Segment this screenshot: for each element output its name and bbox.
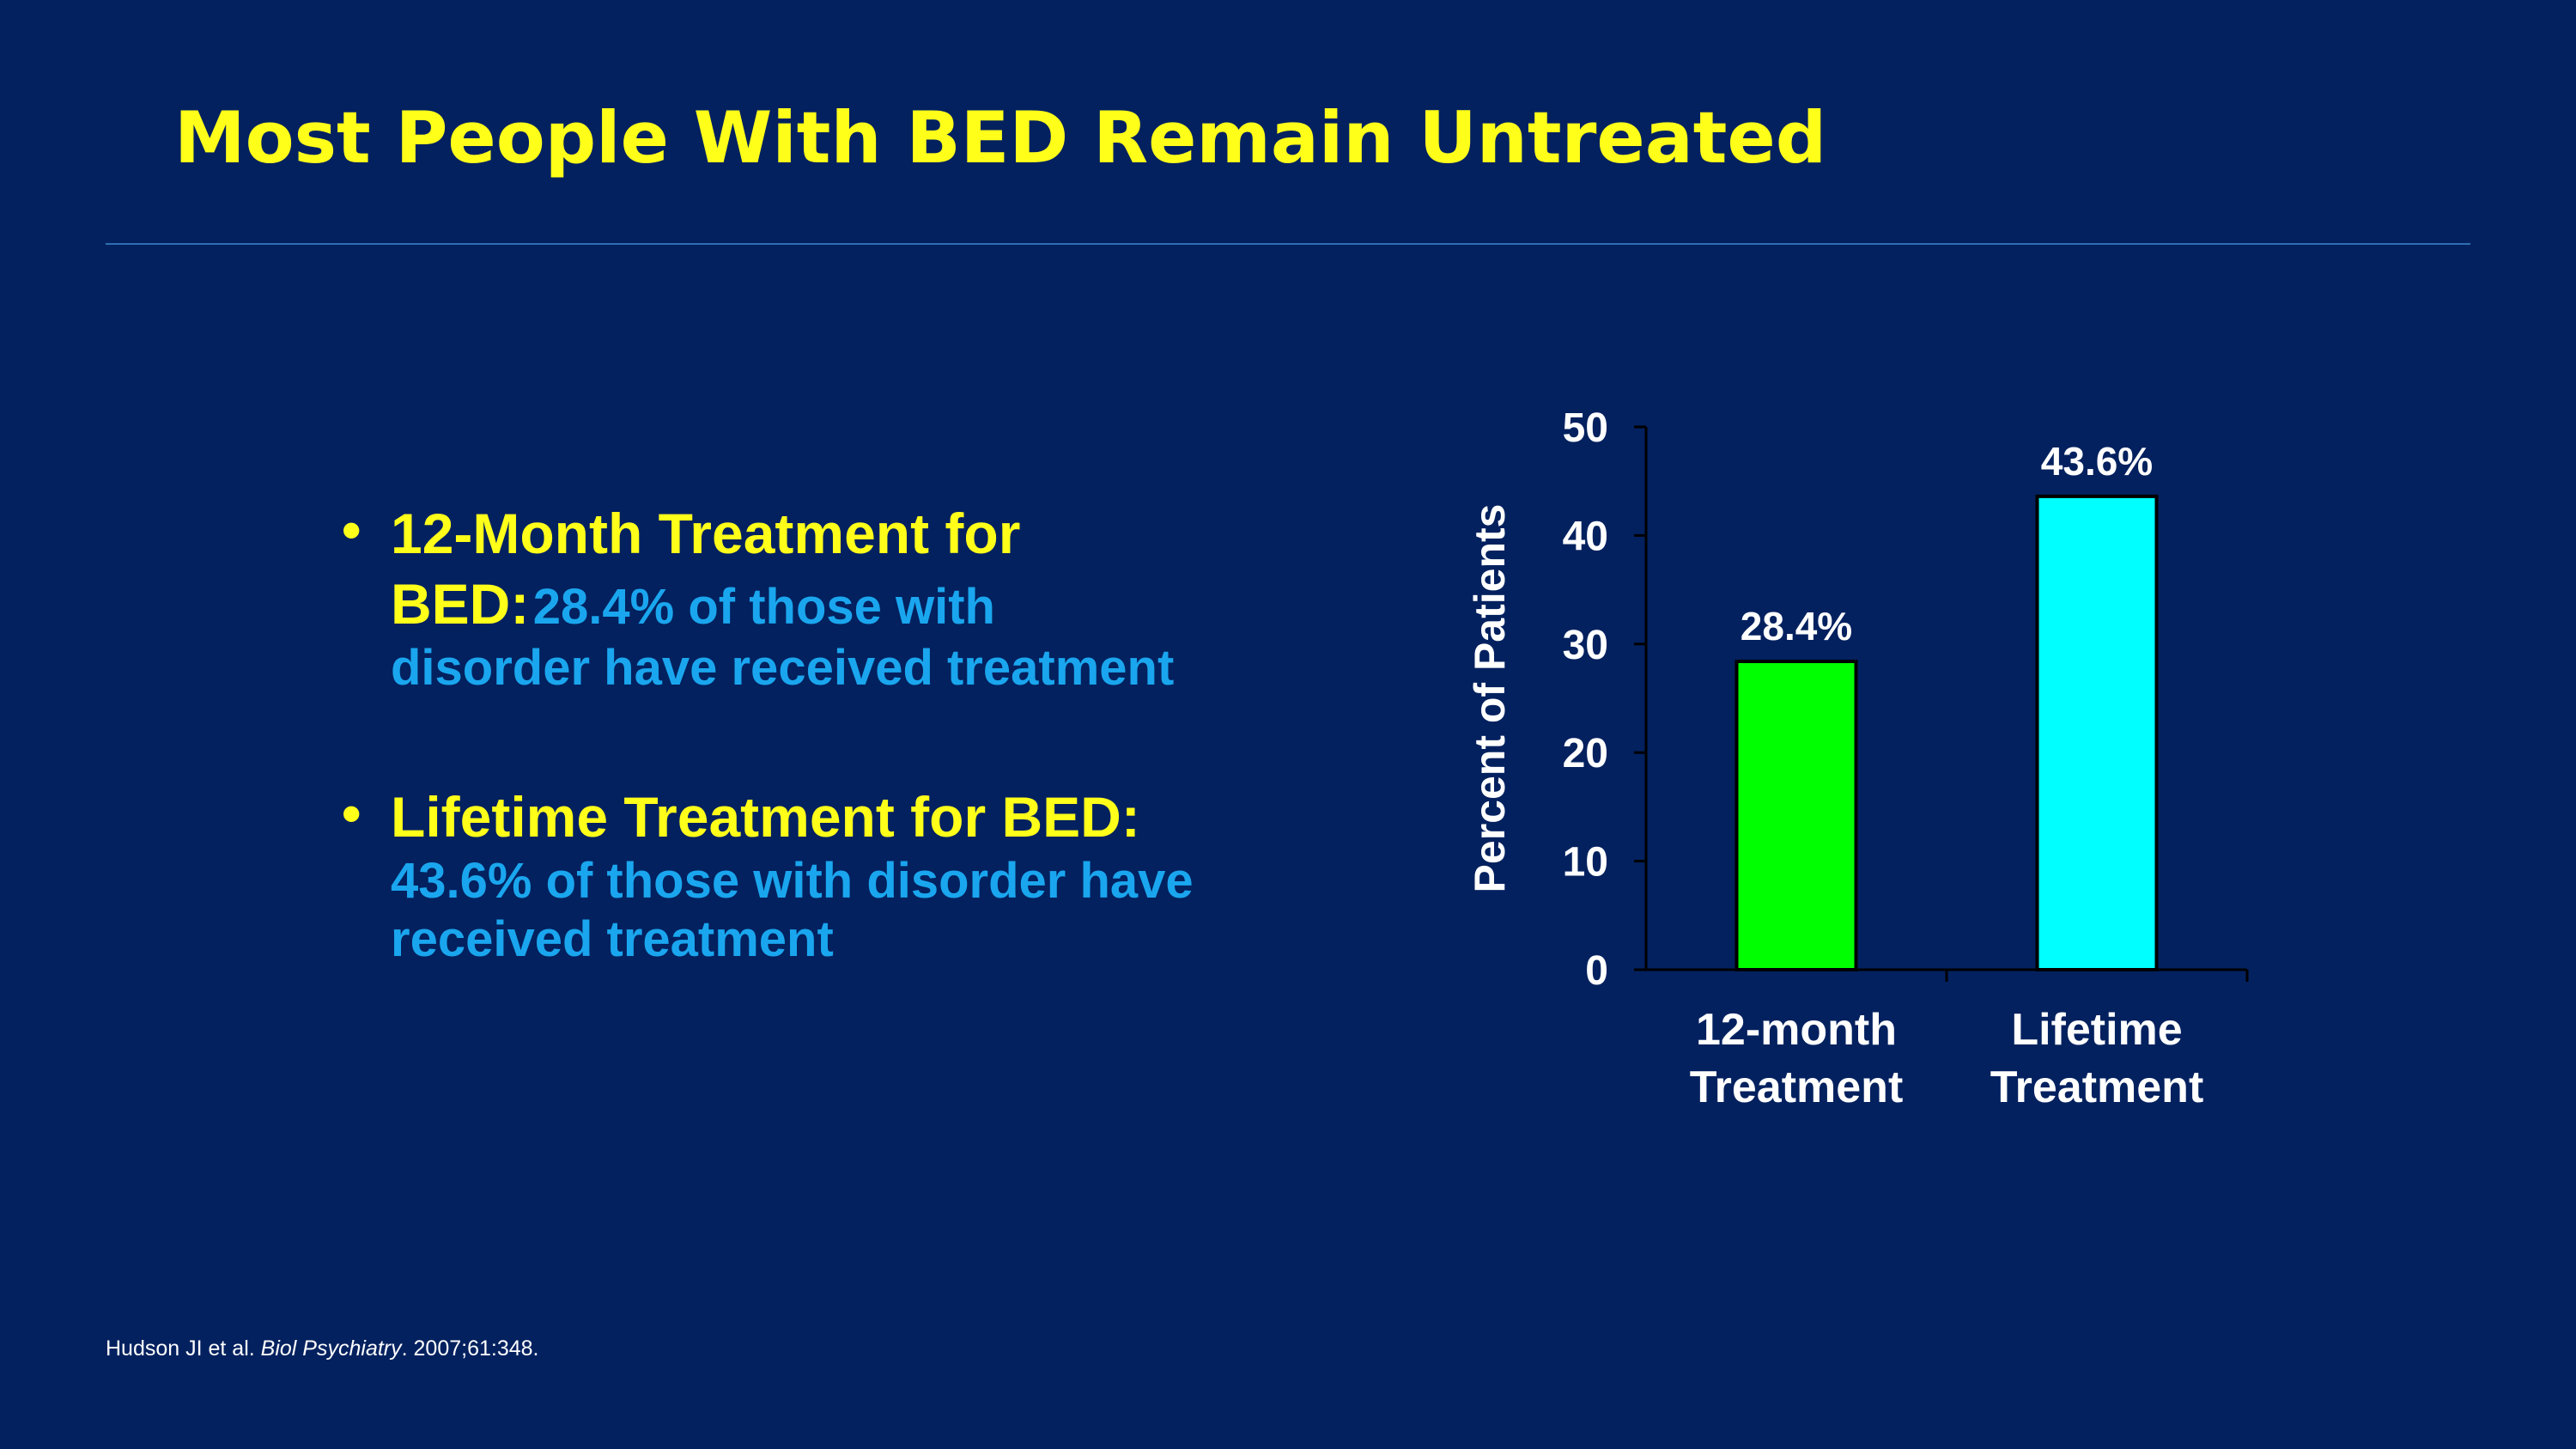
y-tick-label: 50 [1563,405,1608,451]
bar [2035,494,2159,971]
bullet-detail-rest: disorder have received treatment [391,640,1175,696]
bullet-detail-line2: received treatment [391,911,834,967]
citation-ref: . 2007;61:348. [401,1336,539,1361]
y-tick-label: 20 [1563,731,1608,776]
bullet-lead-line1: 12-Month Treatment for [391,502,1021,565]
slide-title: Most People With BED Remain Untreated [174,96,1827,180]
bullet-detail-inline: 28.4% of those with [532,579,995,635]
bullet-12-month: • 12-Month Treatment for BED: 28.4% of t… [342,498,1372,697]
bullet-detail-line1: 43.6% of those with disorder have [391,853,1194,909]
bullet-lifetime: • Lifetime Treatment for BED: 43.6% of t… [342,782,1372,969]
data-label: 43.6% [2041,439,2153,484]
y-tick-label: 30 [1563,623,1608,668]
citation-authors: Hudson JI et al. [106,1336,255,1361]
x-tick-label: 12-month [1696,1005,1897,1055]
citation-journal: Biol Psychiatry [260,1336,402,1361]
data-label: 28.4% [1741,604,1852,648]
bullet-marker: • [342,499,361,561]
bullet-lead: Lifetime Treatment for BED: [391,785,1140,849]
y-tick-label: 0 [1585,948,1608,994]
x-tick-label: Treatment [1990,1062,2204,1112]
y-tick-label: 10 [1563,840,1608,886]
bullet-marker: • [342,782,361,844]
x-tick-label: Lifetime [2011,1005,2182,1055]
x-tick-label: Treatment [1690,1062,1904,1112]
y-tick-label: 40 [1563,514,1608,559]
citation: Hudson JI et al. Biol Psychiatry. 2007;6… [106,1336,539,1361]
y-axis-label: Percent of Patients [1466,504,1514,893]
bullet-lead-line2: BED: [391,572,530,636]
title-divider [106,243,2470,245]
bar [1735,660,1858,971]
